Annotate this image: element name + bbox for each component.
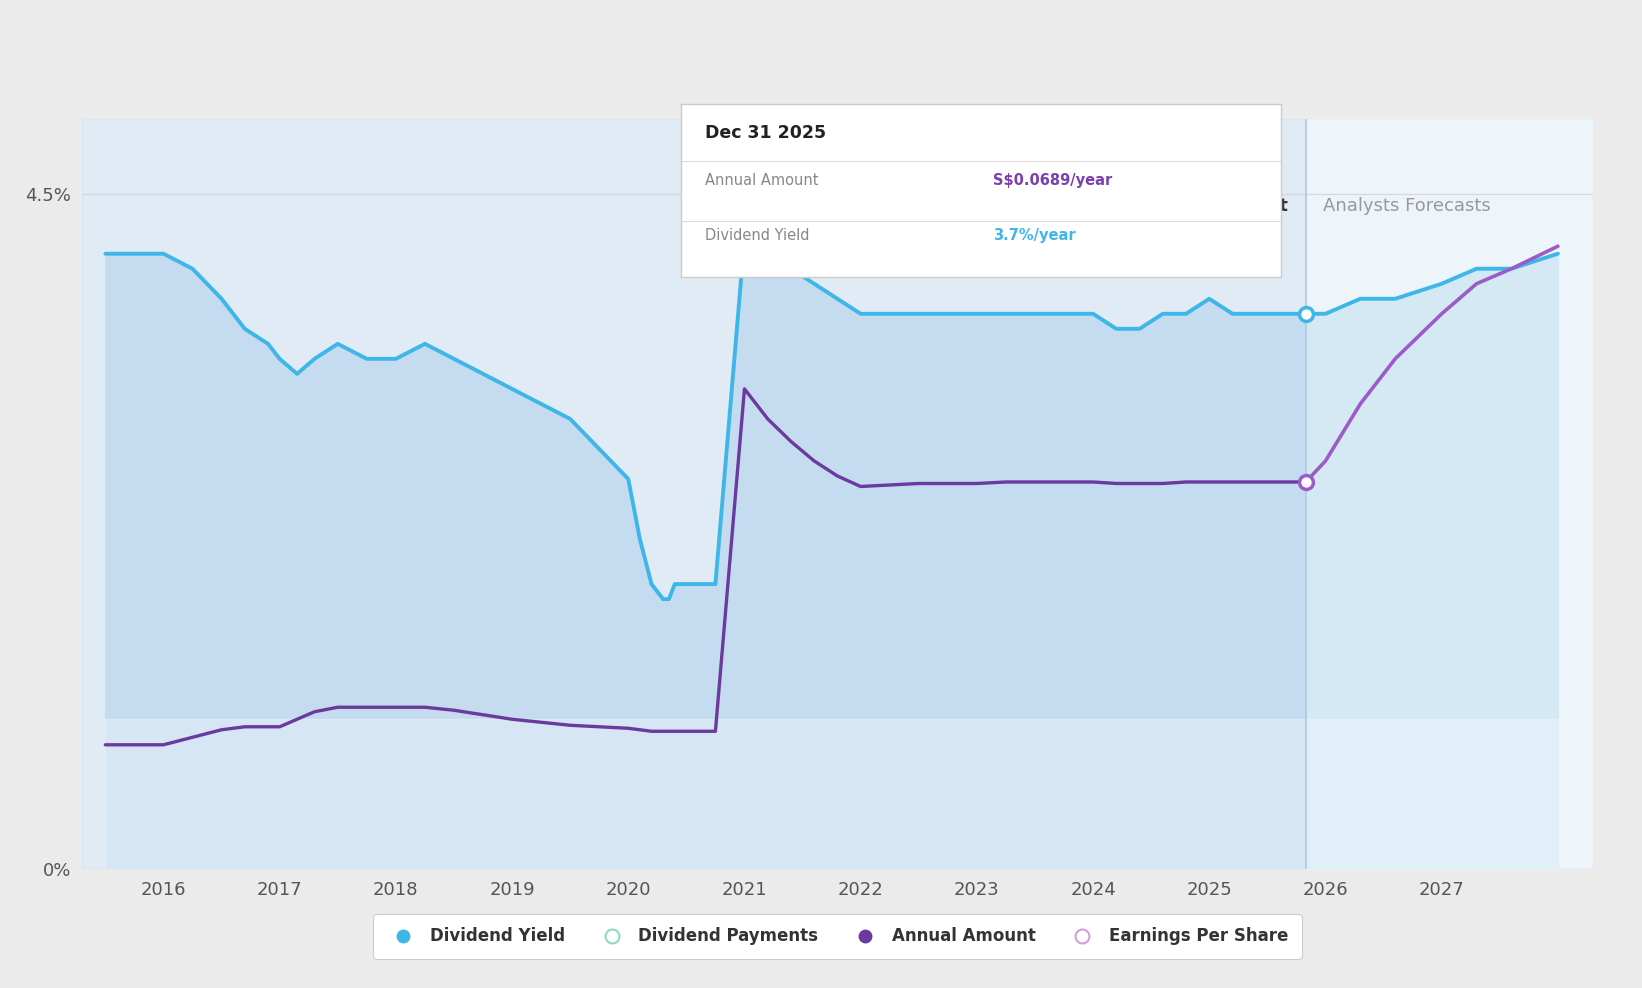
- Text: Annual Amount: Annual Amount: [706, 173, 819, 188]
- Bar: [82, 119, 1305, 869]
- Text: Dec 31 2025: Dec 31 2025: [706, 124, 826, 142]
- Text: Past: Past: [1245, 198, 1289, 215]
- Text: 3.7%/year: 3.7%/year: [993, 228, 1076, 243]
- Text: S$0.0689/year: S$0.0689/year: [993, 173, 1112, 188]
- Legend: Dividend Yield, Dividend Payments, Annual Amount, Earnings Per Share: Dividend Yield, Dividend Payments, Annua…: [373, 914, 1302, 958]
- Text: Analysts Forecasts: Analysts Forecasts: [1323, 198, 1491, 215]
- Bar: [1305, 119, 1593, 869]
- Text: Dividend Yield: Dividend Yield: [706, 228, 810, 243]
